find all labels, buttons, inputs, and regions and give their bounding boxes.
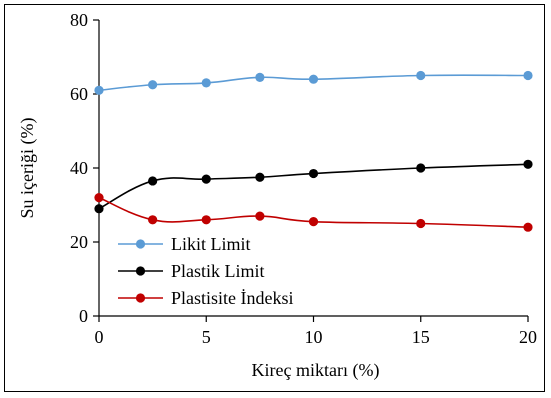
data-point — [255, 211, 265, 221]
x-tick-label: 20 — [519, 327, 537, 347]
y-tick-label: 60 — [70, 84, 88, 104]
data-point — [201, 78, 211, 88]
legend-marker — [135, 266, 146, 276]
data-point — [416, 218, 426, 229]
data-point — [255, 72, 265, 82]
data-point — [148, 176, 158, 186]
legend-marker — [135, 293, 146, 303]
data-point — [523, 222, 533, 232]
data-point — [94, 85, 104, 95]
data-point — [308, 168, 319, 179]
y-axis-title: Su içeriği (%) — [17, 118, 38, 219]
data-point — [94, 204, 104, 214]
x-tick-label: 15 — [412, 327, 430, 347]
x-tick-label: 10 — [305, 327, 323, 347]
data-point — [308, 74, 319, 84]
chart-frame — [4, 4, 545, 392]
data-point — [94, 193, 104, 203]
data-point — [148, 80, 158, 90]
legend-label: Plastisite İndeksi — [171, 288, 294, 308]
x-tick-label: 5 — [202, 327, 211, 347]
x-axis-title: Kireç miktarı (%) — [252, 360, 380, 381]
legend-label: Plastik Limit — [171, 261, 265, 281]
plot-area — [94, 70, 533, 232]
data-point — [523, 70, 533, 81]
data-point — [523, 159, 533, 169]
data-point — [148, 215, 158, 225]
data-point — [255, 172, 265, 182]
axes: 0 20 40 60 80 0 5 10 15 20 — [70, 10, 537, 347]
data-point — [416, 70, 426, 81]
y-tick-label: 0 — [79, 306, 88, 326]
y-tick-label: 40 — [70, 158, 88, 178]
x-tick-label: 0 — [95, 327, 104, 347]
y-tick-label: 20 — [70, 232, 88, 252]
legend-label: Likit Limit — [171, 234, 251, 254]
data-point — [308, 217, 319, 227]
data-point — [201, 215, 211, 225]
legend: Likit Limit Plastik Limit Plastisite İndek… — [118, 234, 294, 308]
data-point — [201, 174, 211, 184]
y-tick-label: 80 — [70, 10, 88, 30]
data-point — [416, 163, 426, 173]
legend-marker — [135, 239, 146, 249]
